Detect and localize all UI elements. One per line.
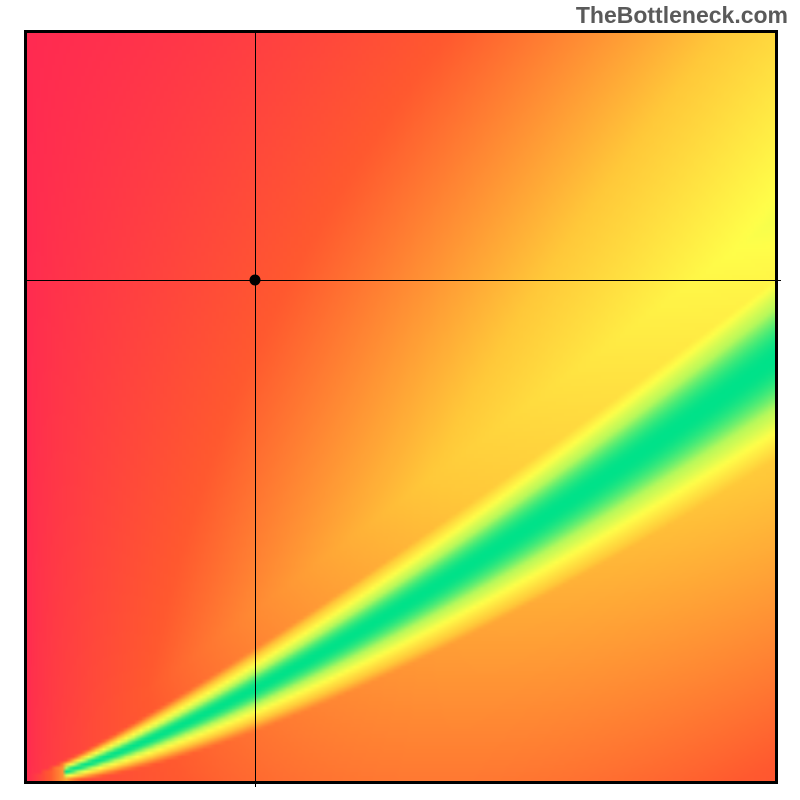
heatmap-canvas	[27, 33, 775, 781]
watermark-text: TheBottleneck.com	[576, 2, 788, 29]
chart-container: TheBottleneck.com	[0, 0, 800, 800]
crosshair-vertical	[255, 33, 256, 787]
crosshair-dot	[250, 275, 261, 286]
plot-frame	[24, 30, 778, 784]
crosshair-horizontal	[27, 280, 781, 281]
